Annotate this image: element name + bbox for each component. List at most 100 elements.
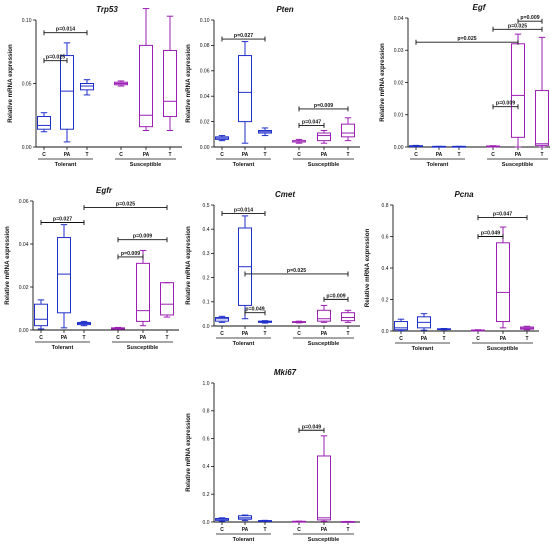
x-tick-label: T <box>525 336 528 342</box>
panel-egf: Egf Relative mRNA expression 0.00 0.01 0.02 0… <box>379 3 550 168</box>
x-tick-label: C <box>119 152 123 158</box>
box-t-tolerant <box>258 320 272 324</box>
panel-title: Pten <box>276 5 293 14</box>
y-tick-label: 0.6 <box>382 234 389 240</box>
box-body <box>317 132 331 142</box>
p-value-label: p=0.009 <box>121 251 140 257</box>
y-tick-label: 0.08 <box>200 43 210 49</box>
x-tick-label: T <box>263 527 266 533</box>
y-tick-label: 0.0 <box>203 324 210 330</box>
y-tick-label: 0.00 <box>200 145 210 151</box>
box-c-susceptible <box>292 320 306 324</box>
panel-pten: Pten Relative mRNA expression 0.00 0.02 0.04… <box>185 5 360 168</box>
x-tick-label: T <box>263 152 266 158</box>
x-tick-label: PA <box>143 152 150 158</box>
group-label: Tolerant <box>233 537 255 543</box>
x-tick-label: C <box>476 336 480 342</box>
group-label: Tolerant <box>233 341 255 347</box>
x-tick-label: PA <box>421 336 428 342</box>
y-tick-label: 0.2 <box>203 275 210 281</box>
significance-bracket: p=0.049 <box>298 424 325 433</box>
significance-bracket: p=0.025 <box>492 23 543 32</box>
panel-trp53: Trp53 Relative mRNA expression 0.00 0.05 0.1… <box>7 5 182 168</box>
box-t-susceptible <box>341 117 355 142</box>
group-label: Susceptible <box>130 162 161 168</box>
y-tick-label: 0.06 <box>200 69 210 75</box>
y-tick-label: 0.6 <box>203 436 210 442</box>
box-t-susceptible <box>520 325 534 331</box>
y-tick-label: 0.8 <box>203 409 210 415</box>
p-value-label: p=0.049 <box>245 307 264 313</box>
significance-bracket: p=0.049 <box>244 307 266 316</box>
significance-bracket: p=0.009 <box>492 101 519 110</box>
box-pa-tolerant <box>238 514 252 522</box>
box-c-susceptible <box>486 145 500 148</box>
p-value-label: p=0.049 <box>481 231 500 237</box>
p-value-label: p=0.014 <box>234 207 253 213</box>
y-tick-label: 0.00 <box>394 145 404 151</box>
box-c-tolerant <box>37 112 51 133</box>
group-label: Tolerant <box>412 346 434 352</box>
p-value-label: p=0.014 <box>56 27 75 33</box>
p-value-label: p=0.025 <box>116 201 135 207</box>
box-t-susceptible <box>535 36 549 148</box>
y-tick-label: 0.2 <box>203 492 210 498</box>
box-body <box>341 123 355 138</box>
p-value-label: p=0.047 <box>493 212 512 218</box>
box-body <box>496 242 510 323</box>
box-t-tolerant <box>258 519 272 522</box>
box-body <box>215 317 229 322</box>
y-tick-label: 0.4 <box>203 464 210 470</box>
panel-pcna: Pcna Relative mRNA expression 0.0 0.2 0.4 0.6… <box>364 190 539 352</box>
box-body <box>57 237 71 314</box>
box-body <box>80 83 94 91</box>
y-tick-label: 0.4 <box>203 227 210 233</box>
x-tick-label: C <box>414 152 418 158</box>
y-tick-label: 0.0 <box>382 329 389 335</box>
group-label: Susceptible <box>308 162 339 168</box>
panel-egfr: Egfr Relative mRNA expression 0.00 0.02 0.04… <box>4 186 179 351</box>
box-c-susceptible <box>114 80 128 87</box>
x-tick-label: PA <box>61 335 68 341</box>
box-pa-susceptible <box>136 249 150 327</box>
box-c-tolerant <box>409 144 423 148</box>
p-value-label: p=0.009 <box>133 234 152 240</box>
x-tick-label: T <box>442 336 445 342</box>
significance-bracket: p=0.009 <box>117 234 168 243</box>
group-label: Susceptible <box>308 537 339 543</box>
x-tick-label: PA <box>64 152 71 158</box>
panel-title: Trp53 <box>96 5 118 14</box>
x-tick-label: C <box>297 331 301 337</box>
box-body <box>394 321 408 331</box>
y-tick-label: 0.01 <box>394 113 404 119</box>
x-tick-label: C <box>42 152 46 158</box>
x-tick-label: T <box>457 152 460 158</box>
box-pa-tolerant <box>238 41 252 144</box>
p-value-label: p=0.009 <box>314 103 333 109</box>
box-body <box>163 49 177 118</box>
x-tick-label: PA <box>500 336 507 342</box>
significance-bracket: p=0.027 <box>40 217 85 225</box>
panel-title: Egf <box>473 3 487 12</box>
p-value-label: p=0.027 <box>234 33 253 39</box>
p-value-label: p=0.009 <box>520 15 539 21</box>
y-tick-label: 0.04 <box>200 94 210 100</box>
box-c-tolerant <box>34 299 48 330</box>
y-tick-label: 0.1 <box>203 300 210 306</box>
panel-title: Egfr <box>96 186 113 195</box>
x-tick-label: PA <box>140 335 147 341</box>
box-body <box>60 55 74 130</box>
box-pa-tolerant <box>238 215 252 320</box>
y-axis-label: Relative mRNA expression <box>4 226 11 305</box>
box-t-susceptible <box>341 520 355 523</box>
y-tick-label: 0.04 <box>19 242 29 248</box>
x-tick-label: C <box>297 527 301 533</box>
p-value-label: p=0.025 <box>287 268 306 274</box>
group-label: Tolerant <box>233 162 255 168</box>
y-axis-label: Relative mRNA expression <box>185 413 192 492</box>
box-body <box>160 282 174 316</box>
p-value-label: p=0.027 <box>53 217 72 223</box>
panel-cmet: Cmet Relative mRNA expression 0.0 0.1 0.2 0.3… <box>185 190 360 347</box>
box-body <box>317 309 331 322</box>
x-tick-label: T <box>346 331 349 337</box>
